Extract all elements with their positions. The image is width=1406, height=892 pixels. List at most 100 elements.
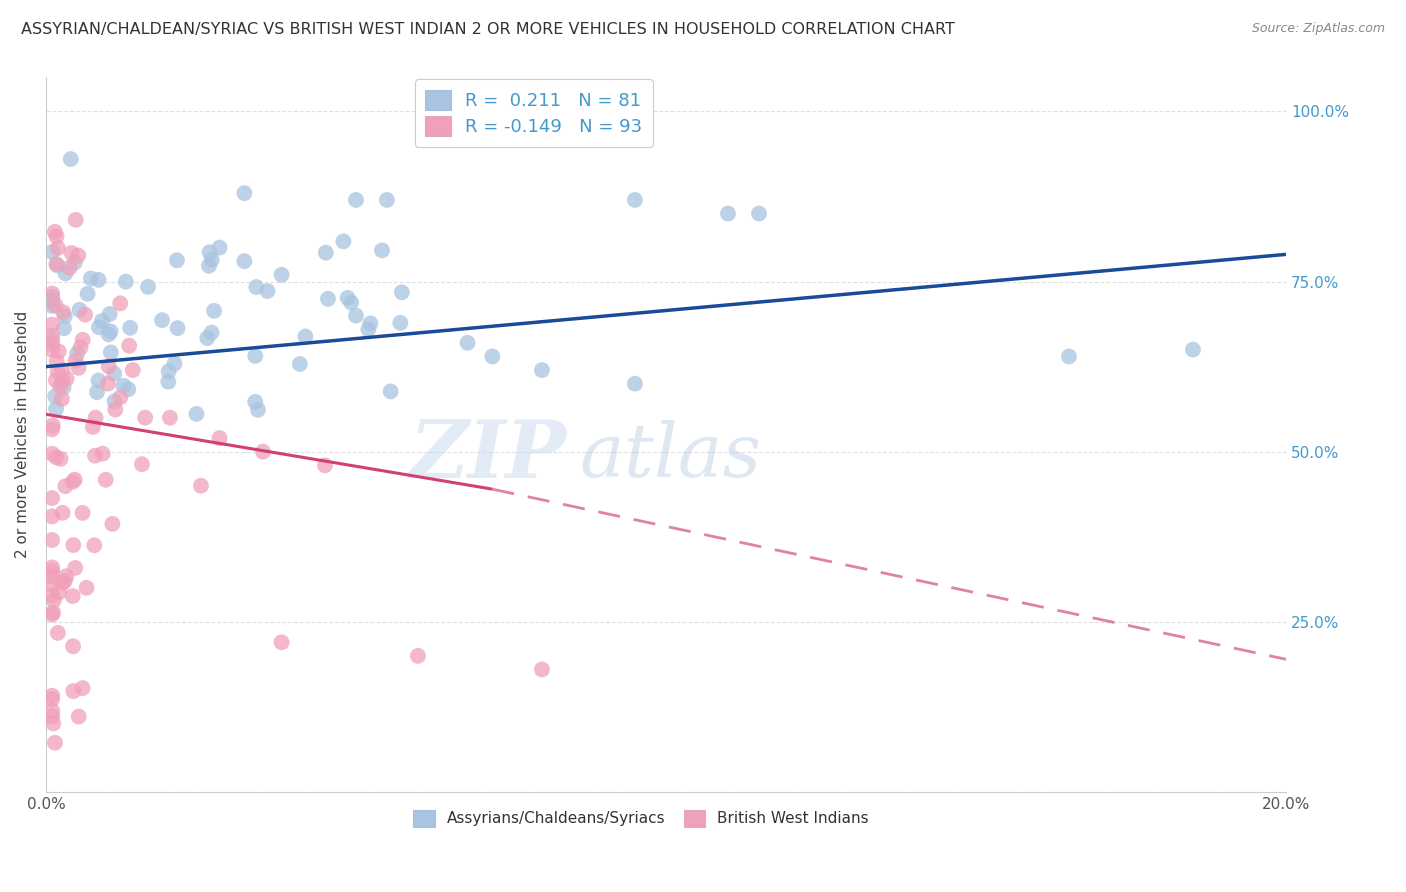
Point [46, 626, 69, 640]
Point [120, 320, 142, 334]
Point [62, 639, 84, 653]
Point [100, 325, 122, 339]
Point [157, 375, 180, 389]
Point [41, 564, 63, 578]
Point [83, 538, 105, 552]
Point [87, 273, 110, 287]
Point [41, 293, 63, 308]
Point [84, 449, 107, 463]
Point [97, 359, 120, 374]
Point [53, 479, 76, 493]
Point [288, 357, 311, 371]
Point [41, 337, 63, 351]
Point [166, 253, 188, 268]
Point [97, 327, 120, 342]
Point [208, 241, 231, 255]
Point [380, 384, 402, 399]
Point [75, 308, 97, 322]
Point [391, 285, 413, 300]
Point [112, 378, 135, 392]
Point [332, 235, 354, 249]
Point [62, 589, 84, 603]
Point [233, 186, 256, 201]
Point [48, 344, 70, 359]
Point [41, 491, 63, 505]
Point [208, 431, 231, 445]
Point [1057, 350, 1080, 364]
Point [389, 316, 412, 330]
Point [65, 212, 87, 227]
Point [481, 350, 503, 364]
Point [45, 401, 67, 416]
Point [46, 241, 69, 255]
Point [55, 372, 77, 386]
Point [717, 206, 740, 220]
Legend: Assyrians/Chaldeans/Syriacs, British West Indians: Assyrians/Chaldeans/Syriacs, British Wes… [405, 803, 877, 834]
Point [59, 260, 82, 275]
Point [42, 593, 65, 607]
Point [115, 275, 138, 289]
Point [53, 574, 76, 588]
Point [69, 302, 91, 317]
Point [166, 321, 188, 335]
Point [359, 317, 381, 331]
Point [94, 473, 117, 487]
Point [336, 291, 359, 305]
Point [97, 376, 120, 391]
Point [530, 363, 553, 377]
Point [118, 339, 141, 353]
Point [52, 506, 75, 520]
Point [49, 379, 72, 393]
Point [45, 450, 67, 465]
Point [42, 716, 65, 731]
Point [41, 447, 63, 461]
Y-axis label: 2 or more Vehicles in Household: 2 or more Vehicles in Household [15, 311, 30, 558]
Point [233, 254, 256, 268]
Point [72, 681, 94, 695]
Point [67, 360, 90, 375]
Point [41, 318, 63, 332]
Point [41, 333, 63, 347]
Point [66, 346, 89, 360]
Point [245, 280, 267, 294]
Point [63, 255, 86, 269]
Point [100, 345, 122, 359]
Point [247, 402, 270, 417]
Point [65, 561, 87, 575]
Point [110, 296, 132, 310]
Point [52, 305, 75, 319]
Point [200, 326, 222, 340]
Point [41, 533, 63, 547]
Point [41, 509, 63, 524]
Point [45, 229, 67, 244]
Point [103, 367, 125, 381]
Point [52, 380, 75, 394]
Text: atlas: atlas [579, 420, 761, 492]
Point [87, 320, 110, 334]
Point [624, 193, 647, 207]
Point [91, 447, 114, 461]
Point [59, 152, 82, 166]
Point [62, 684, 84, 698]
Point [51, 392, 73, 406]
Point [202, 303, 225, 318]
Point [62, 475, 84, 489]
Point [84, 410, 107, 425]
Point [190, 479, 212, 493]
Point [624, 376, 647, 391]
Point [44, 298, 66, 312]
Point [371, 244, 394, 258]
Point [134, 410, 156, 425]
Point [117, 382, 139, 396]
Point [87, 374, 110, 388]
Point [315, 245, 337, 260]
Point [52, 321, 75, 335]
Point [406, 648, 429, 663]
Point [41, 569, 63, 583]
Point [121, 363, 143, 377]
Point [157, 364, 180, 378]
Point [98, 307, 121, 321]
Point [457, 335, 479, 350]
Point [245, 394, 267, 409]
Point [51, 374, 73, 388]
